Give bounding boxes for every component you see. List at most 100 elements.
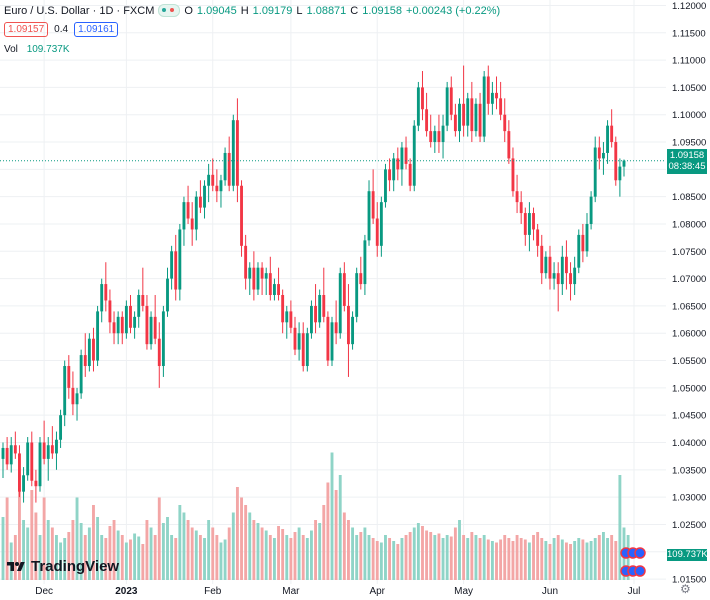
candle-body (75, 393, 79, 405)
volume-bar (441, 538, 445, 580)
candle-body (318, 295, 322, 323)
ask-button[interactable]: 1.09161 (74, 22, 119, 37)
volume-bar (190, 527, 194, 580)
candle (30, 431, 34, 487)
candle (264, 267, 268, 295)
candle (272, 278, 276, 301)
candle-body (527, 213, 531, 235)
volume-bar (38, 535, 42, 580)
candle-body (301, 333, 305, 367)
bid-button[interactable]: 1.09157 (4, 22, 49, 37)
candle (544, 251, 548, 279)
volume-bar (96, 517, 100, 580)
volume-bar (22, 520, 26, 580)
candle-body (215, 185, 219, 192)
candle (289, 300, 293, 334)
volume-bar (404, 535, 408, 580)
candle (116, 311, 120, 345)
candle-body (100, 284, 104, 312)
candle-body (305, 333, 309, 367)
candle-body (9, 445, 13, 465)
legend-header[interactable]: Euro / U.S. Dollar · 1D · FXCM O 1.09045 … (4, 4, 500, 17)
volume-bar (326, 482, 330, 580)
candle (363, 234, 367, 295)
candle-body (310, 305, 313, 334)
volume-bar (112, 520, 116, 580)
candle (527, 202, 531, 252)
candle-body (338, 273, 342, 334)
volume-bar (421, 526, 424, 580)
candle (71, 371, 75, 416)
candle-body (55, 439, 58, 454)
candle-body (466, 98, 470, 126)
candle-body (289, 311, 293, 328)
volume-bar (149, 527, 153, 580)
candle-body (601, 152, 605, 159)
volume-bar (100, 535, 104, 580)
candle-body (1, 447, 5, 459)
candle-body (474, 103, 478, 132)
brand-name: TradingView (31, 558, 120, 575)
candle-body (433, 131, 437, 143)
volume-bar (601, 532, 605, 580)
volume-bar (544, 541, 548, 580)
volume-bar (227, 527, 231, 580)
candle-body (145, 305, 149, 345)
candle (248, 262, 252, 295)
volume-bar (532, 535, 535, 580)
volume-bar (260, 527, 264, 580)
volume-bar (256, 523, 260, 580)
candle-body (519, 202, 523, 214)
volume-bar (490, 541, 494, 580)
y-tick-label: 1.08000 (672, 219, 706, 230)
volume-bar (449, 536, 453, 580)
y-tick-label: 1.03000 (672, 493, 706, 504)
candle-body (548, 256, 552, 279)
volume-bar (55, 535, 58, 580)
candle (564, 240, 568, 290)
candle-body (437, 131, 441, 143)
candle (34, 469, 38, 503)
candle (87, 333, 91, 372)
indicator-circles[interactable] (620, 547, 646, 577)
candle-body (83, 355, 87, 367)
tradingview-logo[interactable]: TradingView (6, 558, 119, 575)
candle (437, 114, 441, 153)
candle (359, 256, 363, 290)
volume-legend[interactable]: Vol 109.737K (4, 44, 70, 55)
volume-bar (46, 520, 50, 580)
volume-bar (104, 538, 108, 580)
candle-body (421, 87, 424, 110)
candle-body (46, 445, 50, 459)
price-axis[interactable]: 1.12000 1.11500 1.11000 1.10500 1.10000 1.095… (672, 1, 706, 586)
volume-bar (371, 538, 375, 580)
volume-bar (75, 497, 79, 580)
candle (108, 289, 112, 334)
candle (231, 114, 235, 192)
candle (540, 234, 544, 285)
candle (375, 202, 379, 257)
indicator-circle[interactable] (634, 547, 646, 559)
volume-bar (18, 475, 21, 580)
open-label: O (184, 4, 193, 17)
candle (174, 234, 178, 301)
symbol-title[interactable]: Euro / U.S. Dollar · 1D · FXCM (4, 4, 155, 17)
volume-bar (367, 535, 371, 580)
time-axis[interactable]: Dec 2023 Feb Mar Apr May Jun Jul (35, 586, 640, 597)
candle (59, 409, 63, 448)
volume-bar (478, 538, 482, 580)
candle (552, 262, 556, 290)
volume-bar (338, 475, 342, 580)
settings-icon[interactable]: ⚙ (680, 582, 691, 596)
candle-body (606, 125, 609, 153)
volume-bar (412, 527, 416, 580)
candle-body (285, 311, 289, 323)
x-tick-label: 2023 (115, 586, 138, 597)
volume-bar (384, 535, 387, 580)
volume-bar (466, 538, 470, 580)
candle (379, 196, 383, 257)
indicator-circle[interactable] (634, 565, 646, 577)
open-value: 1.09045 (196, 4, 237, 17)
volume-bar (396, 544, 400, 580)
